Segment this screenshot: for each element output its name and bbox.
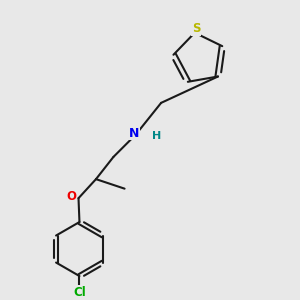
Text: N: N [129, 127, 139, 140]
Text: O: O [67, 190, 76, 203]
Text: H: H [152, 131, 161, 141]
Text: S: S [192, 22, 201, 35]
Text: Cl: Cl [73, 286, 86, 299]
